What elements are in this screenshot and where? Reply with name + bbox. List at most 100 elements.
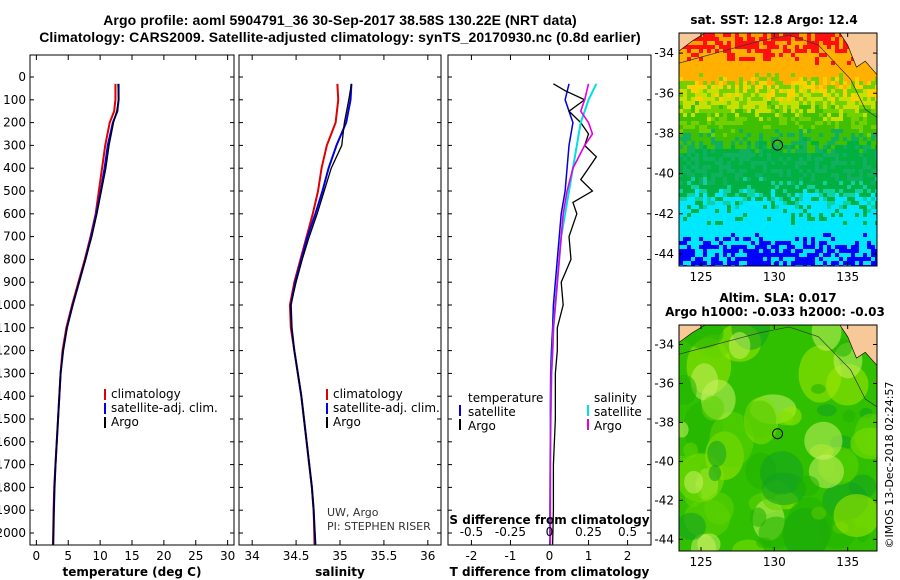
sst-cell [707,185,711,189]
sst-cell [827,137,831,141]
sst-cell [715,125,719,129]
sst-cell [843,93,847,97]
sst-cell [851,137,855,141]
sst-cell [731,81,735,85]
sst-cell [851,241,855,245]
sst-cell [867,253,871,257]
sst-cell [843,161,847,165]
sst-cell [699,41,703,45]
sst-cell [691,233,695,237]
sst-cell [815,53,819,57]
sst-cell [799,109,803,113]
sst-cell [807,153,811,157]
sst-cell [779,53,783,57]
sst-cell [827,37,831,41]
sst-cell [711,157,715,161]
map-frame [678,32,878,267]
sst-cell [771,73,775,77]
sst-cell [739,109,743,113]
sst-cell [791,85,795,89]
sst-cell [691,229,695,233]
sst-cell [767,41,771,45]
sst-cell [687,189,691,193]
sst-cell [751,161,755,165]
sst-cell [783,177,787,181]
sst-cell [791,77,795,81]
sst-cell [871,253,875,257]
sst-cell [703,149,707,153]
sst-cell [683,229,687,233]
sst-cell [851,109,855,113]
sst-cell [771,249,775,253]
sst-cell [783,33,787,37]
sst-cell [699,241,703,245]
sst-cell [875,149,877,153]
sst-cell [751,105,755,109]
sst-cell [687,73,691,77]
sst-cell [823,161,827,165]
sst-cell [843,97,847,101]
sst-cell [775,77,779,81]
sst-cell [691,93,695,97]
sst-cell [707,189,711,193]
sst-cell [755,221,759,225]
sst-cell [719,81,723,85]
sst-cell [735,149,739,153]
sst-cell [867,93,871,97]
sst-cell [719,65,723,69]
sst-cell [719,189,723,193]
sst-cell [723,217,727,221]
sst-cell [839,157,843,161]
sst-cell [775,93,779,97]
sst-cell [787,233,791,237]
sst-cell [867,237,871,241]
sst-cell [691,53,695,57]
sst-cell [823,101,827,105]
sst-cell [775,85,779,89]
sst-cell [771,189,775,193]
sst-cell [775,257,779,261]
sst-cell [707,149,711,153]
sst-cell [803,141,807,145]
sst-cell [679,205,683,209]
map-content [679,33,877,266]
sst-cell [711,161,715,165]
sst-cell [875,245,877,249]
sst-cell [715,165,719,169]
sst-cell [843,225,847,229]
sst-cell [695,237,699,241]
sst-cell [783,113,787,117]
sst-cell [823,157,827,161]
sst-cell [839,93,843,97]
sst-cell [775,133,779,137]
sst-cell [687,53,691,57]
sst-cell [683,245,687,249]
sst-cell [759,105,763,109]
sst-cell [775,137,779,141]
sst-cell [819,105,823,109]
sst-cell [847,161,851,165]
sst-cell [771,77,775,81]
sst-cell [839,197,843,201]
sst-cell [807,165,811,169]
sst-cell [731,245,735,249]
sst-cell [867,157,871,161]
sla-blob [798,345,842,403]
sst-cell [751,149,755,153]
sst-cell [835,245,839,249]
sst-cell [715,97,719,101]
sst-cell [751,121,755,125]
sst-cell [867,117,871,121]
sst-cell [787,53,791,57]
sst-cell [755,121,759,125]
sst-cell [771,37,775,41]
sst-cell [863,105,867,109]
sst-cell [747,213,751,217]
sst-cell [779,153,783,157]
sst-cell [747,193,751,197]
sst-cell [703,133,707,137]
sst-cell [723,69,727,73]
sst-cell [743,157,747,161]
sst-cell [855,153,859,157]
sst-cell [763,201,767,205]
